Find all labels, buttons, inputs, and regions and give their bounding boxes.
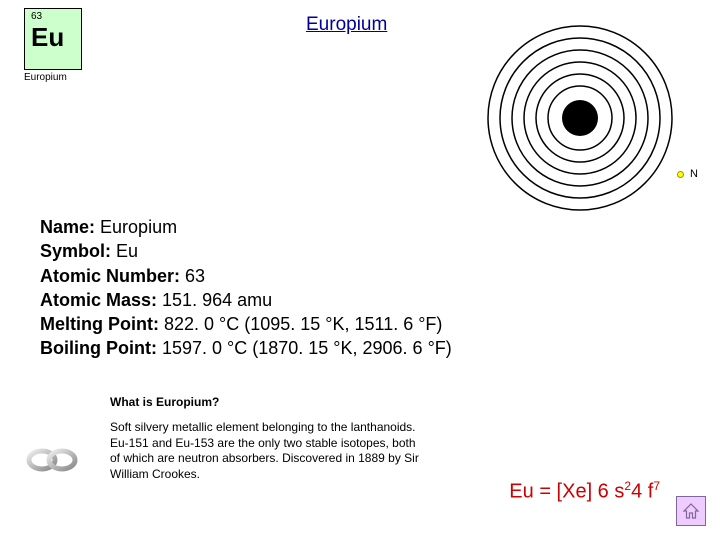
fact-value: 151. 964 amu — [157, 290, 272, 310]
legend-label: N — [690, 168, 698, 180]
nucleus — [562, 100, 598, 136]
fact-value: 63 — [180, 266, 205, 286]
electron-configuration: Eu = [Xe] 6 s24 f7 — [509, 479, 660, 504]
element-symbol: Eu — [25, 22, 81, 50]
chain-link-icon — [24, 440, 84, 480]
fact-row: Atomic Mass: 151. 964 amu — [40, 288, 452, 312]
fact-row: Symbol: Eu — [40, 239, 452, 263]
fact-value: Europium — [95, 217, 177, 237]
fact-label: Symbol: — [40, 241, 111, 261]
electron-icon — [677, 171, 684, 178]
element-description: Soft silvery metallic element belonging … — [110, 420, 420, 482]
fact-row: Boiling Point: 1597. 0 °C (1870. 15 °K, … — [40, 336, 452, 360]
fact-label: Melting Point: — [40, 314, 159, 334]
fact-value: Eu — [111, 241, 138, 261]
fact-label: Atomic Mass: — [40, 290, 157, 310]
atomic-number: 63 — [25, 9, 81, 22]
econfig-mid: 4 f — [631, 481, 653, 503]
fact-value: 1597. 0 °C (1870. 15 °K, 2906. 6 °F) — [157, 338, 452, 358]
element-tile: 63 Eu — [24, 8, 82, 70]
element-facts: Name: EuropiumSymbol: EuAtomic Number: 6… — [40, 215, 452, 361]
home-icon — [682, 502, 700, 520]
fact-row: Name: Europium — [40, 215, 452, 239]
fact-label: Boiling Point: — [40, 338, 157, 358]
fact-label: Name: — [40, 217, 95, 237]
econfig-sup2: 7 — [653, 479, 660, 493]
econfig-prefix: Eu = [Xe] 6 s — [509, 481, 624, 503]
what-is-heading: What is Europium? — [110, 395, 219, 409]
home-button[interactable] — [676, 496, 706, 526]
fact-value: 822. 0 °C (1095. 15 °K, 1511. 6 °F) — [159, 314, 442, 334]
fact-row: Atomic Number: 63 — [40, 264, 452, 288]
element-tile-name: Europium — [24, 72, 67, 83]
legend: N — [677, 168, 698, 180]
element-title-link[interactable]: Europium — [306, 14, 387, 36]
fact-row: Melting Point: 822. 0 °C (1095. 15 °K, 1… — [40, 312, 452, 336]
atom-diagram — [480, 18, 680, 218]
fact-label: Atomic Number: — [40, 266, 180, 286]
